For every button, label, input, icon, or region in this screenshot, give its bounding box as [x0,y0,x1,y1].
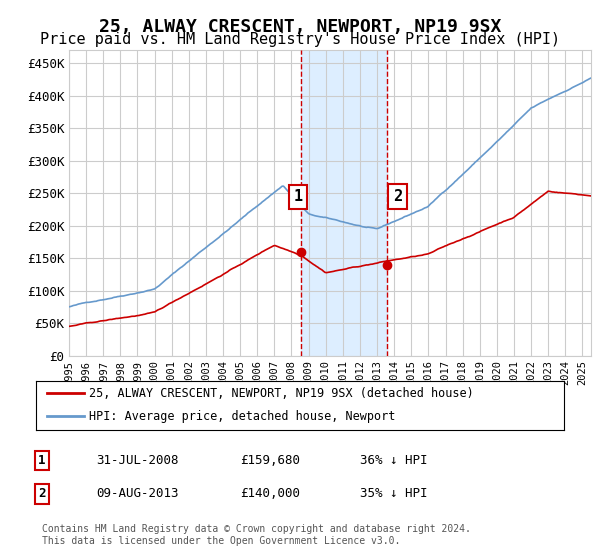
Text: 1: 1 [293,189,302,204]
Text: 31-JUL-2008: 31-JUL-2008 [96,454,179,467]
Bar [301,50,388,356]
Text: 36% ↓ HPI: 36% ↓ HPI [360,454,427,467]
Text: 35% ↓ HPI: 35% ↓ HPI [360,487,427,501]
Text: HPI: Average price, detached house, Newport: HPI: Average price, detached house, Newp… [89,410,395,423]
Text: 2: 2 [393,189,402,204]
Text: Contains HM Land Registry data © Crown copyright and database right 2024.
This d: Contains HM Land Registry data © Crown c… [42,524,471,546]
Text: 25, ALWAY CRESCENT, NEWPORT, NP19 9SX: 25, ALWAY CRESCENT, NEWPORT, NP19 9SX [99,18,501,36]
Text: Price paid vs. HM Land Registry's House Price Index (HPI): Price paid vs. HM Land Registry's House … [40,32,560,48]
Text: 09-AUG-2013: 09-AUG-2013 [96,487,179,501]
Text: £159,680: £159,680 [240,454,300,467]
Text: 1: 1 [38,454,46,467]
Text: £140,000: £140,000 [240,487,300,501]
Text: 2: 2 [38,487,46,501]
Text: 25, ALWAY CRESCENT, NEWPORT, NP19 9SX (detached house): 25, ALWAY CRESCENT, NEWPORT, NP19 9SX (d… [89,386,473,400]
